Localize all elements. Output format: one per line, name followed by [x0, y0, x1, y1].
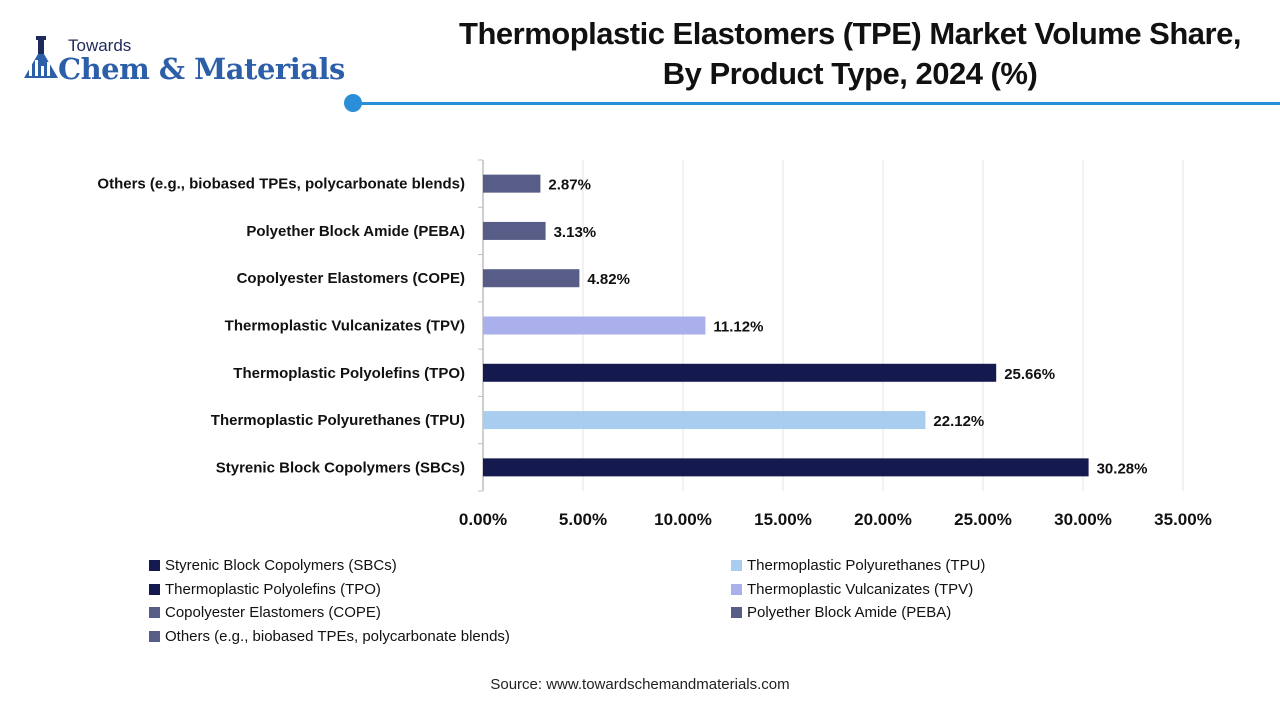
x-tick-label: 5.00% [559, 510, 607, 529]
chart-title: Thermoplastic Elastomers (TPE) Market Vo… [430, 14, 1270, 94]
legend-label: Copolyester Elastomers (COPE) [165, 604, 381, 621]
flask-icon [24, 36, 58, 78]
legend-item: Thermoplastic Polyolefins (TPO) [149, 581, 381, 598]
category-label: Thermoplastic Polyurethanes (TPU) [211, 412, 465, 429]
x-tick-label: 0.00% [459, 510, 507, 529]
legend-item: Thermoplastic Polyurethanes (TPU) [731, 557, 985, 574]
category-label: Copolyester Elastomers (COPE) [237, 270, 465, 287]
legend-label: Polyether Block Amide (PEBA) [747, 604, 952, 621]
legend-label: Thermoplastic Polyurethanes (TPU) [747, 557, 986, 574]
x-tick-label: 25.00% [954, 510, 1012, 529]
x-tick-label: 35.00% [1154, 510, 1212, 529]
bar [483, 316, 706, 335]
bar [483, 411, 926, 430]
legend-item: Others (e.g., biobased TPEs, polycarbona… [149, 628, 510, 645]
legend-swatch [149, 630, 160, 642]
x-tick-label: 20.00% [854, 510, 912, 529]
legend-item: Styrenic Block Copolymers (SBCs) [149, 557, 397, 574]
legend-swatch [731, 560, 742, 571]
chart-title-line-1: Thermoplastic Elastomers (TPE) Market Vo… [459, 16, 1241, 51]
title-accent-rule [352, 102, 1280, 105]
data-label: 11.12% [713, 319, 763, 336]
legend-item: Polyether Block Amide (PEBA) [731, 604, 951, 621]
category-label: Others (e.g., biobased TPEs, polycarbona… [97, 176, 465, 193]
x-tick-label: 10.00% [654, 510, 712, 529]
data-label: 30.28% [1097, 460, 1148, 477]
logo-towards-text: Towards [68, 36, 132, 55]
legend-swatch [149, 560, 160, 571]
category-label: Thermoplastic Vulcanizates (TPV) [225, 318, 465, 335]
bar [483, 458, 1089, 477]
legend-item: Thermoplastic Vulcanizates (TPV) [731, 581, 973, 598]
category-label: Thermoplastic Polyolefins (TPO) [233, 365, 465, 382]
bar [483, 269, 580, 288]
data-label: 25.66% [1004, 366, 1055, 383]
bar [483, 174, 541, 193]
legend-swatch [149, 583, 160, 595]
category-label: Styrenic Block Copolymers (SBCs) [216, 459, 465, 476]
data-label: 3.13% [554, 224, 597, 241]
legend-label: Styrenic Block Copolymers (SBCs) [165, 557, 397, 574]
legend-swatch [731, 583, 742, 595]
legend-swatch [731, 607, 742, 618]
data-label: 4.82% [587, 271, 630, 288]
source-note: Source: www.towardschemandmaterials.com [490, 676, 790, 693]
legend-label: Others (e.g., biobased TPEs, polycarbona… [165, 627, 510, 645]
category-label: Polyether Block Amide (PEBA) [246, 223, 465, 240]
bar [483, 221, 546, 240]
logo-brand-text: Chem & Materials [58, 52, 345, 86]
legend-swatch [149, 607, 160, 618]
chart-title-line-2: By Product Type, 2024 (%) [662, 56, 1038, 91]
data-label: 2.87% [548, 177, 591, 194]
x-tick-label: 30.00% [1054, 510, 1112, 529]
legend-item: Copolyester Elastomers (COPE) [149, 604, 381, 621]
brand-logo: Towards Chem & Materials [20, 30, 345, 90]
data-label: 22.12% [933, 413, 984, 430]
legend-label: Thermoplastic Vulcanizates (TPV) [747, 580, 974, 598]
legend-label: Thermoplastic Polyolefins (TPO) [165, 580, 381, 598]
x-tick-label: 15.00% [754, 510, 812, 529]
bar [483, 363, 997, 382]
